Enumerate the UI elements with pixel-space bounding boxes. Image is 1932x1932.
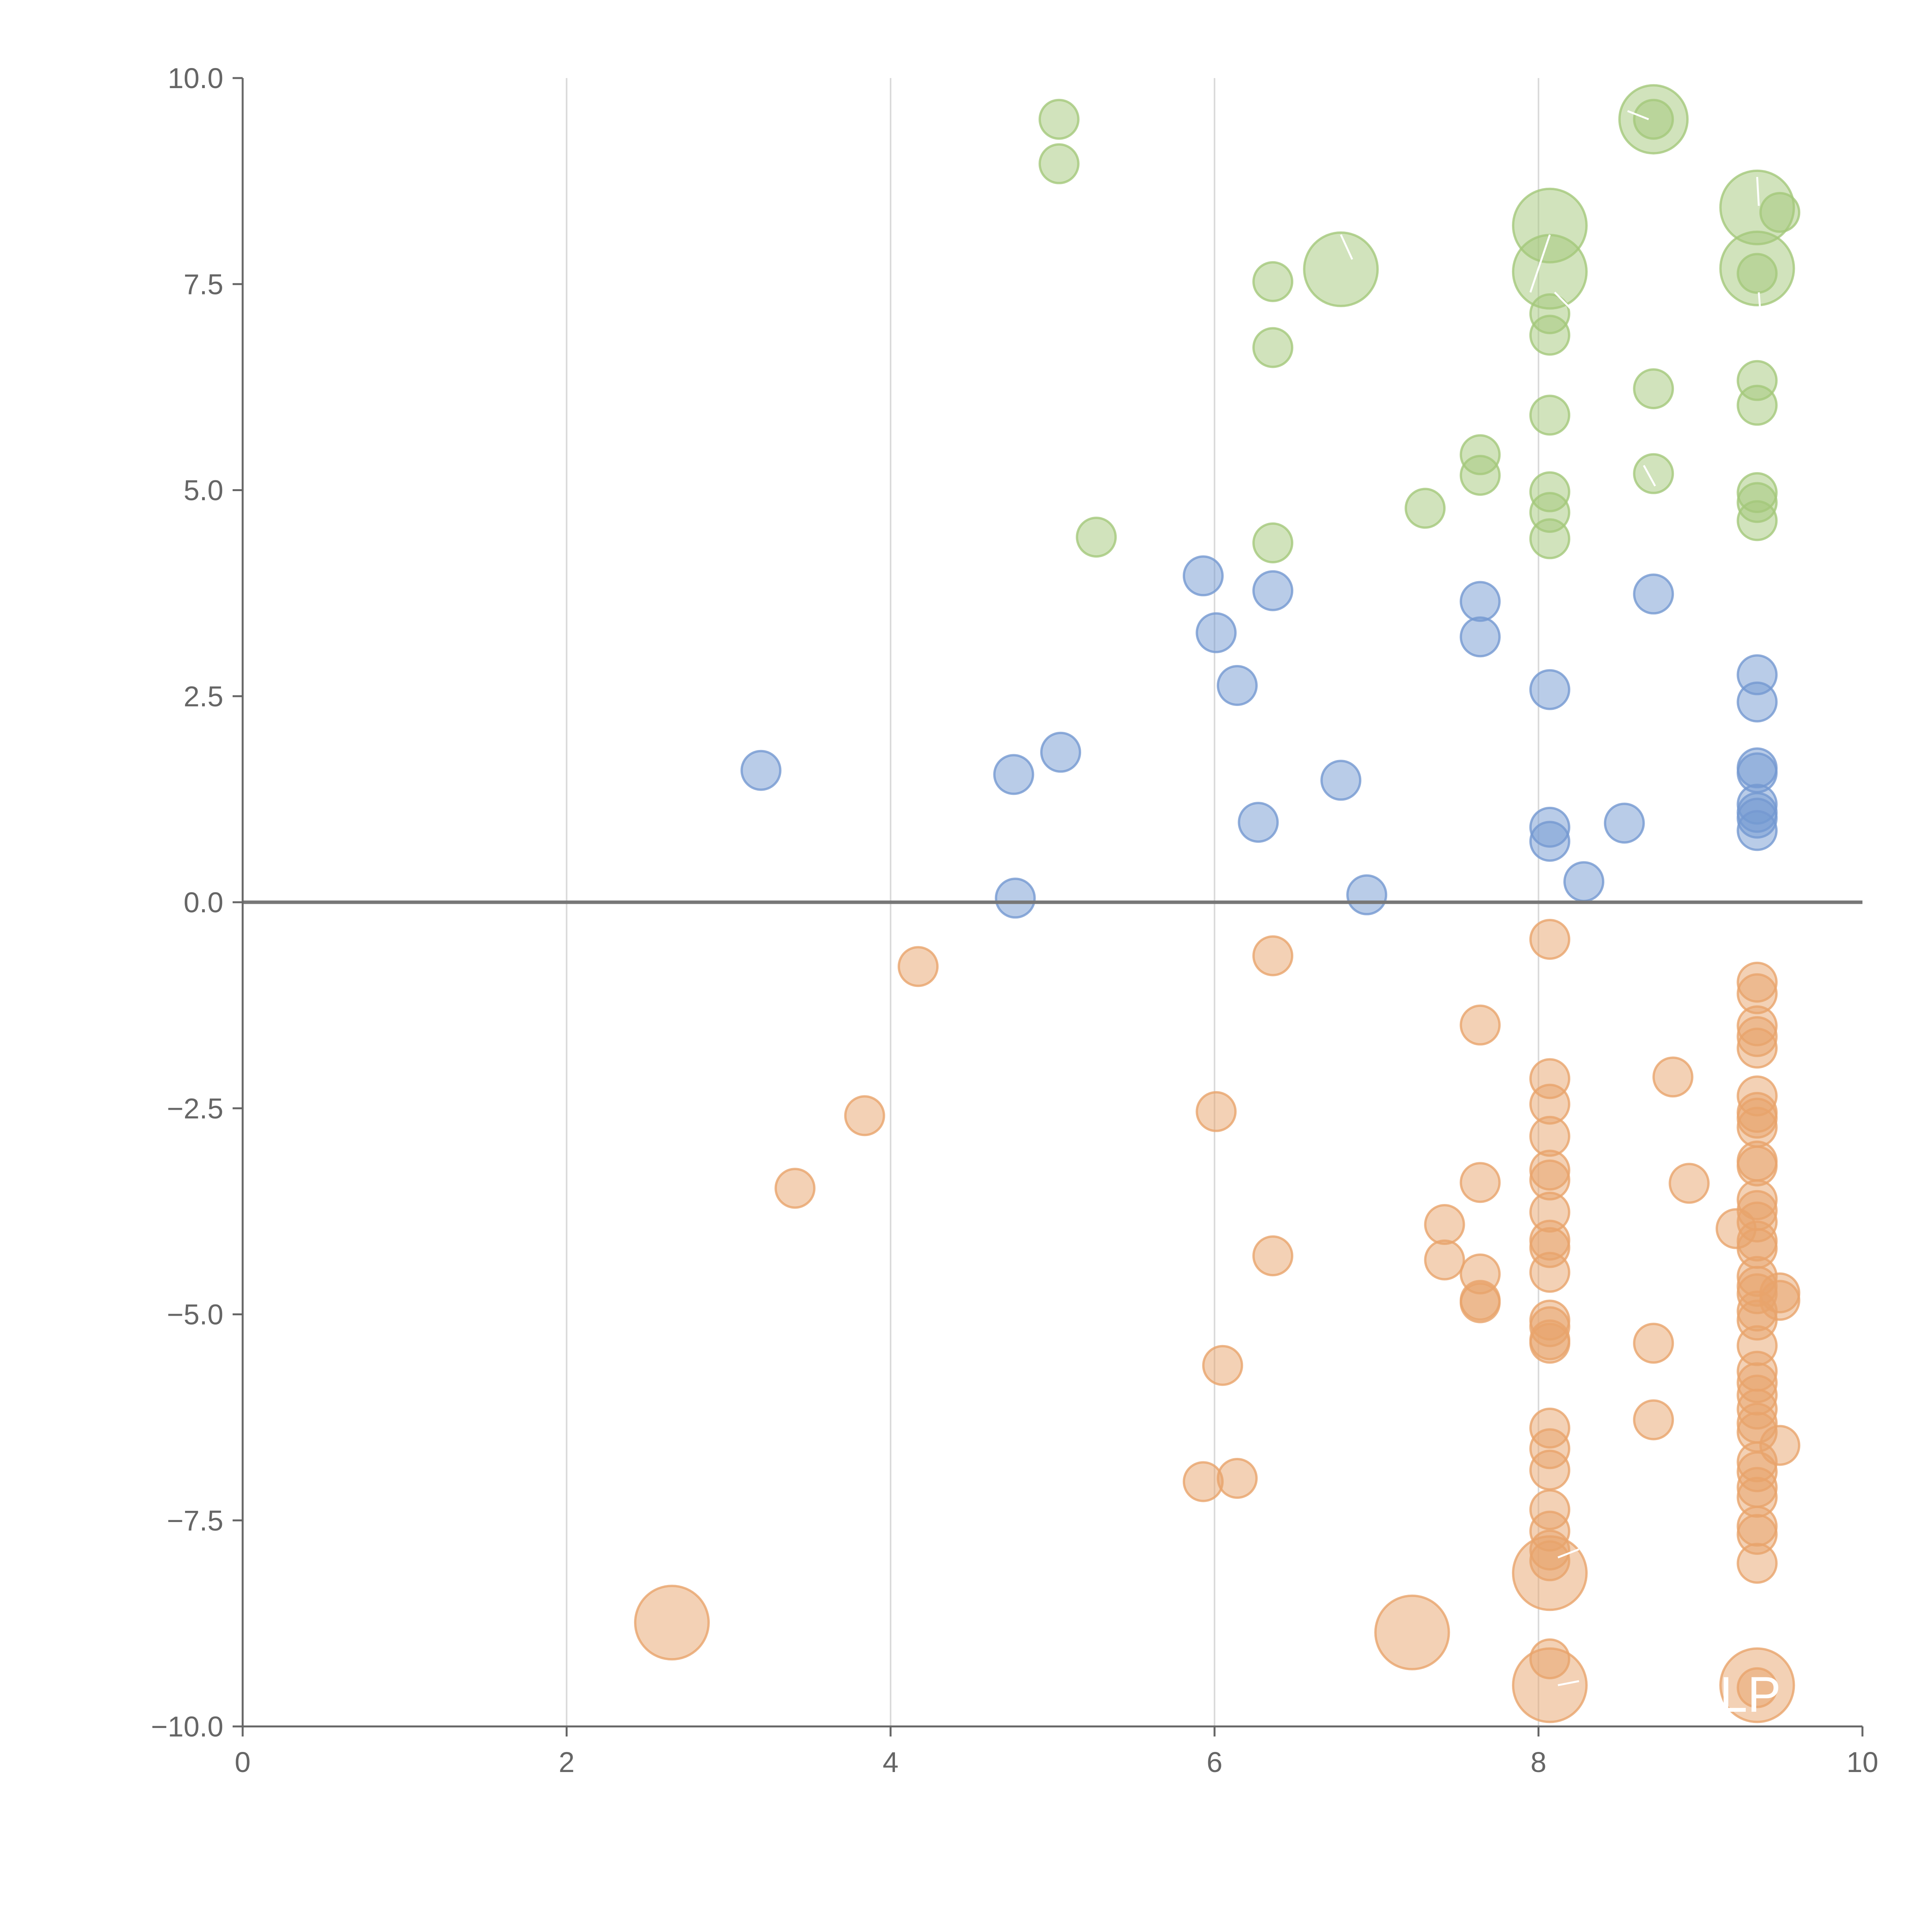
y-tick-label-5: −2.5: [167, 1092, 223, 1124]
orange-point-7: [1216, 1458, 1258, 1499]
orange-point-86: [1736, 1667, 1778, 1708]
green-point-5: [1252, 522, 1294, 563]
orange-point-34: [1529, 1449, 1570, 1491]
orange-point-6: [1182, 1461, 1224, 1502]
orange-point-84: [1759, 1425, 1801, 1466]
blue-point-18: [1633, 573, 1674, 615]
blue-point-26: [1736, 810, 1778, 851]
green-point-13: [1529, 315, 1570, 356]
green-point-7: [1405, 488, 1446, 529]
orange-point-45: [1668, 1163, 1710, 1204]
green-point-2: [1076, 517, 1117, 558]
orange-point-83: [1759, 1280, 1801, 1321]
green-point-3: [1252, 261, 1294, 302]
x-tick-label-2: 4: [883, 1746, 898, 1778]
y-tick-label-3: 2.5: [184, 680, 223, 713]
blue-point-4: [1182, 555, 1224, 597]
leader-line-8: [1558, 1680, 1579, 1686]
blue-point-3: [995, 878, 1036, 919]
orange-point-41: [1512, 1647, 1588, 1723]
y-tick-label-4: 0.0: [184, 886, 223, 918]
leader-line-5: [1758, 292, 1762, 313]
orange-point-18: [1529, 919, 1570, 960]
green-point-9: [1459, 455, 1501, 496]
green-point-21: [1633, 453, 1674, 494]
orange-point-27: [1529, 1252, 1570, 1293]
x-tick-label-3: 6: [1207, 1746, 1223, 1778]
green-point-27: [1736, 384, 1778, 426]
green-point-25: [1759, 192, 1801, 233]
orange-point-39: [1512, 1535, 1588, 1611]
leader-line-3: [1627, 110, 1649, 120]
leader-line-2: [1554, 291, 1572, 310]
green-point-24: [1736, 253, 1778, 294]
orange-point-17: [1459, 1282, 1501, 1323]
leader-line-7: [1557, 1548, 1580, 1559]
x-tick-label-5: 10: [1847, 1746, 1878, 1778]
blue-point-17: [1604, 803, 1645, 844]
leader-line-4: [1756, 177, 1760, 206]
leader-line-6: [1643, 465, 1656, 487]
orange-point-10: [1374, 1594, 1450, 1670]
orange-point-13: [1459, 1004, 1501, 1046]
green-point-14: [1529, 395, 1570, 436]
blue-point-9: [1320, 760, 1362, 801]
blue-point-11: [1459, 581, 1501, 622]
green-point-1: [1038, 143, 1080, 184]
orange-point-43: [1633, 1399, 1674, 1440]
orange-point-8: [1252, 935, 1294, 976]
orange-point-1: [844, 1095, 885, 1136]
orange-point-51: [1736, 1027, 1778, 1069]
y-tick-label-8: −10.0: [151, 1711, 223, 1743]
green-point-6: [1303, 231, 1379, 307]
orange-point-11: [1424, 1204, 1465, 1245]
orange-point-5: [1202, 1345, 1243, 1386]
green-point-30: [1736, 500, 1778, 541]
blue-point-8: [1238, 802, 1279, 843]
orange-point-0: [898, 946, 939, 987]
green-point-20: [1633, 368, 1674, 410]
y-tick-label-2: 5.0: [184, 474, 223, 507]
y-tick-label-7: −7.5: [167, 1505, 223, 1537]
y-tick-label-1: 7.5: [184, 268, 223, 300]
green-point-17: [1529, 518, 1570, 560]
orange-point-42: [1633, 1323, 1674, 1364]
leader-line-1: [1529, 234, 1551, 293]
blue-point-16: [1563, 861, 1604, 902]
orange-point-12: [1424, 1239, 1465, 1281]
blue-point-1: [993, 754, 1034, 795]
orange-point-2: [774, 1168, 816, 1209]
leader-line-0: [1340, 234, 1353, 260]
blue-point-12: [1459, 616, 1501, 658]
blue-point-20: [1736, 681, 1778, 723]
orange-point-3: [634, 1585, 710, 1661]
blue-point-7: [1252, 570, 1294, 611]
x-tick-label-4: 8: [1531, 1746, 1546, 1778]
blue-point-13: [1529, 669, 1570, 710]
axes-layer: 0 2 4 6 8 10 10.0 7.5 5.0 2.5 0.0 −2.5 −5.0 −7.5 −10.0: [151, 62, 1878, 1778]
corner-label: LP: [1719, 1666, 1781, 1723]
y-tick-label-6: −5.0: [167, 1299, 223, 1331]
blue-point-0: [740, 750, 782, 791]
green-point-0: [1038, 99, 1080, 140]
blue-point-10: [1346, 874, 1388, 915]
green-point-4: [1252, 327, 1294, 368]
orange-point-4: [1196, 1091, 1237, 1132]
orange-point-31: [1529, 1323, 1570, 1364]
blue-point-6: [1216, 665, 1258, 706]
orange-point-81: [1736, 1543, 1778, 1584]
blue-point-15: [1529, 821, 1570, 862]
green-point-19: [1633, 99, 1674, 140]
blue-point-2: [1040, 731, 1081, 773]
blue-point-5: [1196, 612, 1237, 653]
orange-point-14: [1459, 1162, 1501, 1203]
x-tick-label-0: 0: [235, 1746, 250, 1778]
x-tick-label-1: 2: [559, 1746, 575, 1778]
orange-point-9: [1252, 1235, 1294, 1277]
points-layer: [634, 84, 1801, 1723]
orange-point-44: [1652, 1056, 1694, 1098]
y-tick-label-0: 10.0: [168, 62, 223, 94]
